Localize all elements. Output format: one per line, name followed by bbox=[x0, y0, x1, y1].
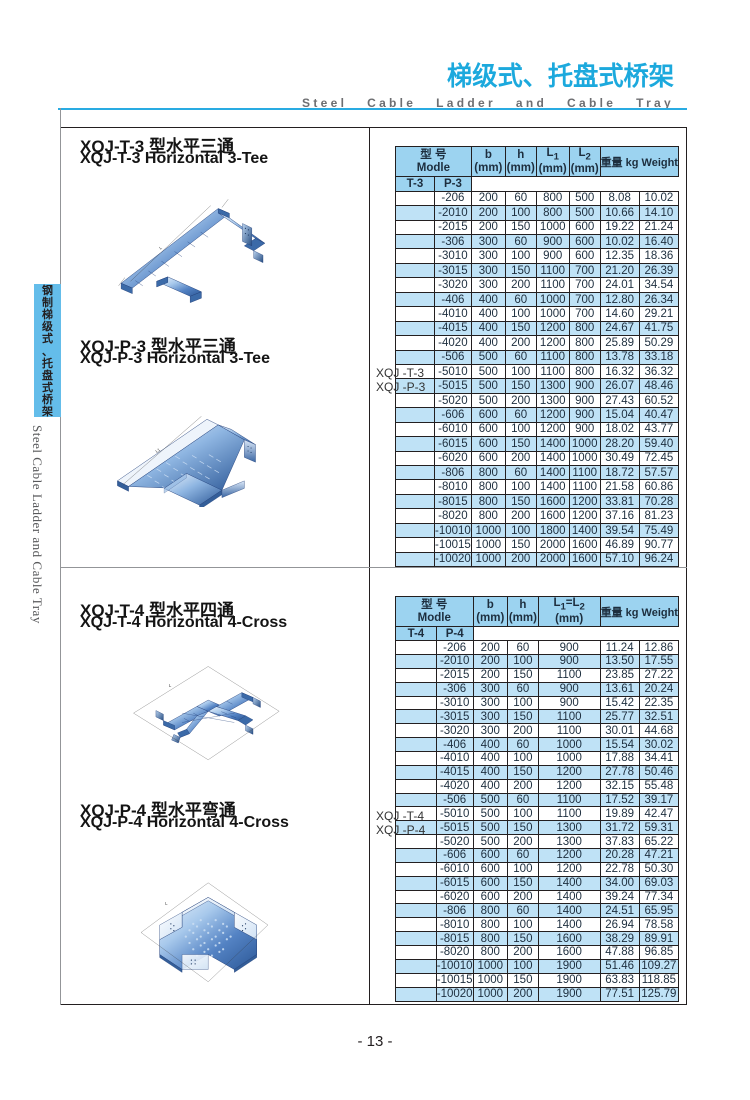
svg-text:L: L bbox=[169, 683, 172, 688]
svg-text:L: L bbox=[165, 901, 168, 906]
svg-text:L: L bbox=[158, 245, 163, 251]
